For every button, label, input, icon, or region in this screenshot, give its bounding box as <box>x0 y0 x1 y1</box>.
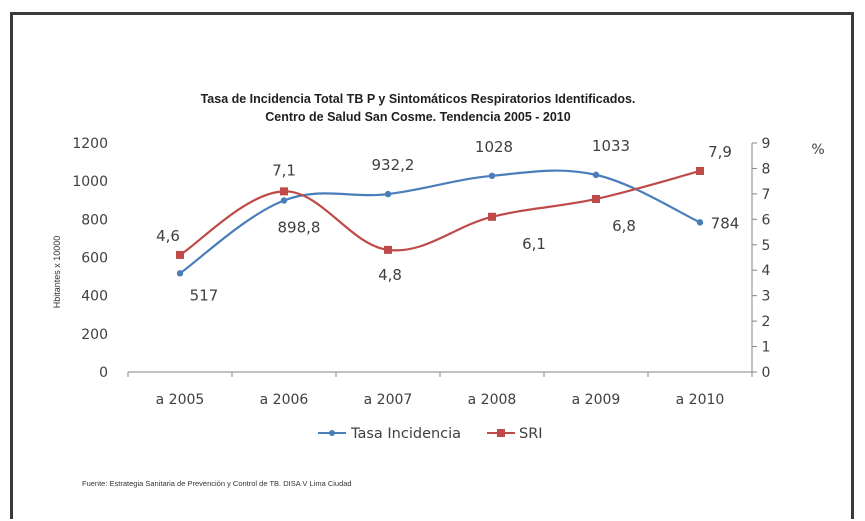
x-tick-label: a 2010 <box>676 392 725 408</box>
point-tasa-incidencia <box>592 171 600 179</box>
legend: Tasa Incidencia SRI <box>318 426 543 442</box>
chart-title: Tasa de Incidencia Total TB P y Sintomát… <box>201 92 636 106</box>
y-tick-label: 200 <box>81 327 108 343</box>
data-label-tasa-incidencia: 932,2 <box>372 156 415 174</box>
y2-tick-label: 1 <box>762 340 771 356</box>
y2-tick-label: 5 <box>762 238 771 254</box>
point-tasa-incidencia <box>696 219 704 226</box>
y2-axis-label: % <box>811 142 824 158</box>
point-tasa-incidencia <box>280 197 288 204</box>
x-tick-label: a 2008 <box>468 392 517 408</box>
series-layer <box>176 166 704 277</box>
legend-marker-tasa <box>329 430 335 436</box>
data-label-sri: 7,9 <box>708 143 732 161</box>
right-axis-ticks: 0 1 2 3 4 5 6 7 8 9 <box>752 136 771 381</box>
data-label-sri: 6,8 <box>612 217 636 235</box>
data-label-tasa-incidencia: 517 <box>190 286 219 304</box>
point-sri <box>384 245 392 254</box>
series-line-sri <box>179 169 701 256</box>
y2-tick-label: 7 <box>762 187 771 203</box>
axes <box>127 143 753 377</box>
x-tick-label: a 2005 <box>156 392 205 408</box>
y-tick-label: 800 <box>81 212 108 228</box>
data-label-sri: 4,6 <box>156 227 180 245</box>
y2-tick-label: 3 <box>762 289 771 305</box>
legend-label-tasa: Tasa Incidencia <box>350 426 461 442</box>
point-tasa-incidencia <box>488 172 496 180</box>
y2-tick-label: 0 <box>762 365 771 381</box>
data-label-tasa-incidencia: 898,8 <box>278 218 321 236</box>
x-axis-ticks: a 2005 a 2006 a 2007 a 2008 a 2009 a 2010 <box>156 392 725 408</box>
data-labels: 517 898,8 932,2 1028 1033 784 4,6 7,1 4,8 6,1 6,8 7… <box>156 137 739 304</box>
x-tick-label: a 2009 <box>572 392 621 408</box>
y-tick-label: 400 <box>81 289 108 305</box>
y2-tick-label: 4 <box>762 263 771 279</box>
left-axis-ticks: 0 200 400 600 800 1000 1200 <box>72 136 108 381</box>
x-tick-label: a 2006 <box>260 392 309 408</box>
data-label-tasa-incidencia: 1028 <box>475 138 513 156</box>
chart-frame <box>10 12 854 519</box>
y2-tick-label: 6 <box>762 212 771 228</box>
point-sri <box>696 166 704 175</box>
series-line-tasa-incidencia <box>179 169 701 275</box>
data-label-tasa-incidencia: 1033 <box>592 137 630 155</box>
y-tick-label: 1200 <box>72 136 108 152</box>
point-sri <box>488 212 496 221</box>
point-sri <box>280 187 288 196</box>
source-note: Fuente: Estrategia Sanitaria de Prevenci… <box>82 479 352 488</box>
y-tick-label: 1000 <box>72 174 108 190</box>
point-sri <box>592 194 600 203</box>
x-tick-label: a 2007 <box>364 392 413 408</box>
legend-label-sri: SRI <box>519 426 543 442</box>
y2-tick-label: 2 <box>762 314 771 330</box>
data-label-sri: 6,1 <box>522 235 546 253</box>
y2-tick-label: 9 <box>762 136 771 152</box>
point-sri <box>176 250 184 259</box>
point-tasa-incidencia <box>384 190 392 198</box>
y-tick-label: 0 <box>99 365 108 381</box>
y-axis-label: Hbitantes x 10000 <box>52 236 62 309</box>
legend-marker-sri <box>497 429 505 437</box>
y-tick-label: 600 <box>81 251 108 267</box>
y2-tick-label: 8 <box>762 161 771 177</box>
point-tasa-incidencia <box>176 270 184 277</box>
data-label-sri: 7,1 <box>272 161 296 179</box>
chart-subtitle: Centro de Salud San Cosme. Tendencia 200… <box>265 110 570 124</box>
data-label-sri: 4,8 <box>378 266 402 284</box>
data-label-tasa-incidencia: 784 <box>711 214 740 232</box>
